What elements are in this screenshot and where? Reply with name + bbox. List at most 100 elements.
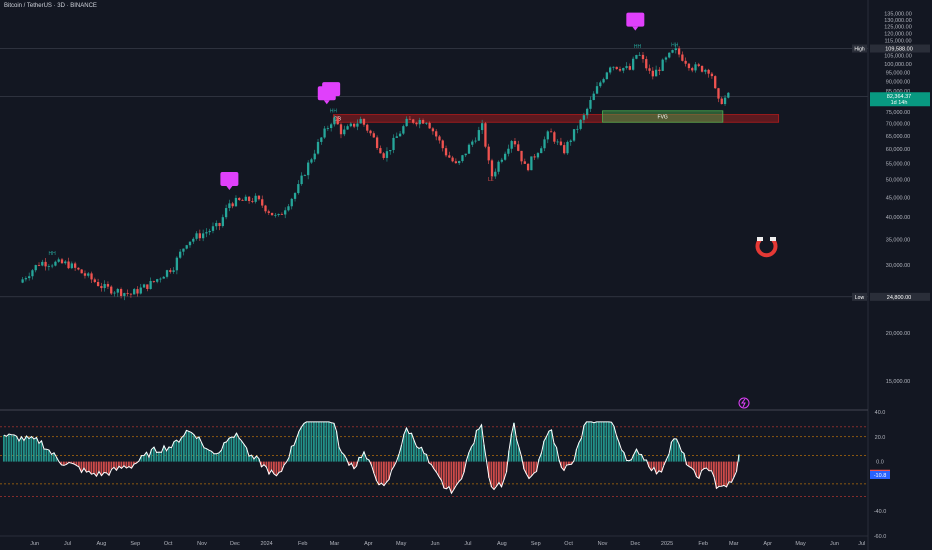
x-tick-label: Jun — [431, 541, 440, 547]
osc-bar — [668, 454, 670, 462]
osc-bar — [730, 461, 733, 483]
candle-body — [464, 153, 467, 156]
candle-body — [471, 141, 474, 145]
osc-bar — [70, 461, 73, 464]
osc-bar — [8, 433, 10, 462]
osc-bar — [433, 461, 435, 469]
candle-body — [546, 131, 549, 140]
candle-body — [313, 153, 316, 160]
candle-body — [307, 162, 310, 176]
osc-bar — [525, 461, 528, 474]
candle-body — [284, 210, 287, 215]
y-tick-label: 120,000.00 — [884, 31, 912, 37]
candle-body — [208, 230, 211, 233]
candle-body — [579, 119, 582, 129]
symbol-title: Bitcoin / TetherUS · 3D · BINANCE — [4, 3, 97, 9]
candle-body — [503, 153, 507, 160]
candle-body — [142, 284, 146, 288]
candle-body — [425, 122, 428, 124]
osc-bar — [153, 447, 155, 462]
osc-bar — [378, 461, 380, 485]
osc-bar — [410, 433, 413, 462]
osc-tick-label: -60.0 — [874, 534, 887, 540]
magnet-icon[interactable] — [755, 237, 778, 258]
osc-bar — [415, 446, 418, 462]
osc-bar — [45, 449, 48, 462]
osc-bar — [408, 433, 410, 462]
osc-bar — [673, 438, 675, 462]
candle-body — [28, 276, 31, 279]
osc-bar — [660, 461, 663, 473]
x-tick-label: 2024 — [260, 541, 272, 547]
osc-bar — [113, 461, 115, 468]
osc-bar — [10, 434, 13, 462]
osc-bar — [445, 461, 448, 489]
x-tick-label: Sep — [531, 541, 541, 547]
lightning-icon[interactable] — [738, 397, 750, 409]
osc-bar — [493, 461, 495, 490]
candle-body — [165, 270, 169, 277]
candle-body — [300, 175, 303, 185]
candle-body — [421, 120, 425, 124]
price-label-name: High — [854, 47, 865, 53]
candle-body — [441, 140, 444, 149]
osc-bar — [620, 449, 623, 462]
osc-bar — [108, 461, 110, 476]
osc-bar — [540, 452, 543, 462]
candles[interactable] — [21, 45, 730, 301]
osc-bar — [258, 458, 260, 462]
osc-bar — [98, 461, 100, 472]
osc-bar — [243, 444, 245, 462]
oscillator[interactable] — [0, 421, 868, 497]
osc-bar — [365, 458, 368, 462]
candle-body — [461, 155, 464, 162]
candle-body — [526, 163, 530, 171]
osc-bar — [725, 461, 728, 487]
osc-bar — [300, 426, 303, 462]
candle-body — [136, 289, 139, 294]
osc-bar — [310, 421, 313, 462]
candle-body — [484, 123, 487, 147]
candle-body — [684, 60, 687, 64]
candle-body — [372, 133, 375, 138]
candle-body — [691, 68, 694, 71]
osc-bar — [55, 457, 58, 462]
candle-body — [674, 48, 677, 51]
osc-bar — [80, 461, 83, 473]
candle-body — [277, 213, 280, 215]
candle-body — [648, 68, 651, 71]
osc-bar — [455, 461, 458, 485]
osc-bar — [35, 437, 38, 462]
y-tick-label: 85,000.00 — [886, 89, 910, 95]
osc-bar — [18, 441, 20, 462]
osc-bar — [658, 461, 660, 471]
osc-bar — [505, 461, 508, 472]
osc-bar — [735, 461, 738, 472]
x-tick-label: May — [795, 541, 806, 547]
zone-fvg — [602, 110, 724, 123]
candle-body — [635, 55, 638, 59]
candle-body — [139, 287, 142, 294]
candle-body — [398, 133, 402, 137]
osc-bar — [675, 438, 678, 462]
osc-bar — [100, 461, 103, 476]
candle-body — [67, 261, 70, 269]
candle-body — [159, 278, 162, 280]
candle-body — [290, 198, 293, 207]
candle-body — [129, 293, 133, 295]
y-tick-label: 115,000.00 — [884, 38, 911, 44]
osc-bar — [508, 450, 510, 462]
candle-body — [638, 54, 641, 56]
osc-bar — [48, 450, 50, 462]
candle-body — [146, 284, 149, 289]
candle-body — [549, 131, 553, 133]
osc-bar — [635, 449, 638, 462]
osc-bar — [370, 461, 373, 466]
candle-body — [717, 88, 720, 99]
osc-bar — [583, 425, 585, 462]
x-tick-label: Apr — [364, 541, 373, 547]
candle-body — [106, 284, 110, 287]
osc-bar — [185, 430, 188, 462]
osc-bar — [498, 461, 500, 483]
